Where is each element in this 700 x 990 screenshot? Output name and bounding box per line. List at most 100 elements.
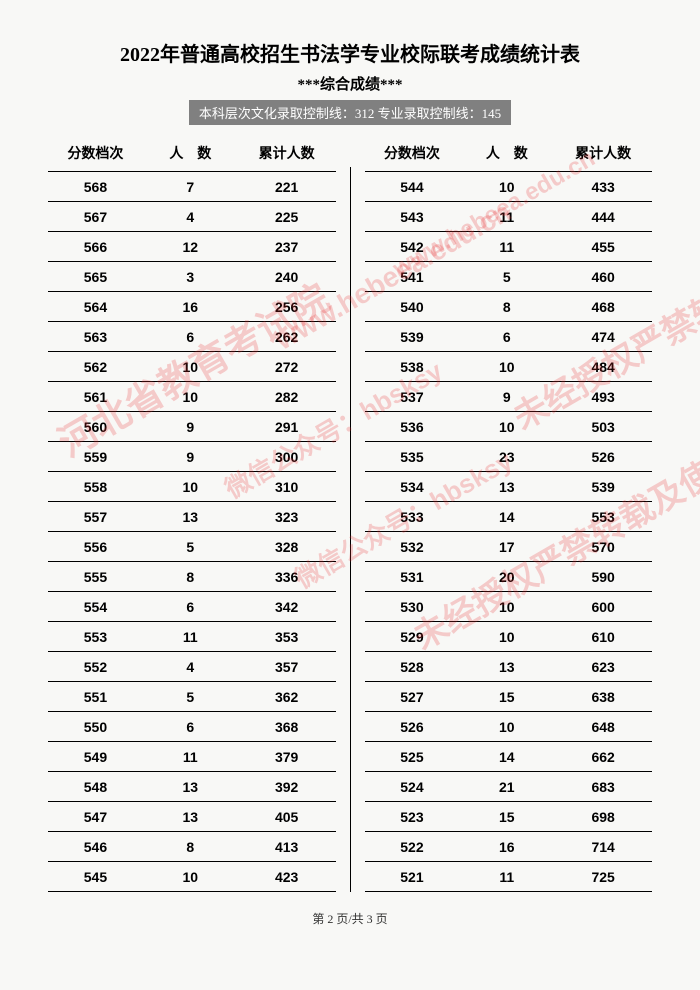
header-count: 人 数: [459, 137, 554, 172]
cell-count: 16: [143, 292, 238, 322]
cell-score: 525: [365, 742, 460, 772]
header-cumulative: 累计人数: [238, 137, 336, 172]
cell-score: 542: [365, 232, 460, 262]
page-footer: 第 2 页/共 3 页: [48, 910, 652, 927]
cell-score: 523: [365, 802, 460, 832]
cell-cum: 262: [238, 322, 336, 352]
table-row: 56210272: [48, 352, 336, 382]
cell-score: 564: [48, 292, 143, 322]
cell-count: 13: [459, 652, 554, 682]
cell-cum: 610: [554, 622, 652, 652]
cell-cum: 698: [554, 802, 652, 832]
cell-count: 20: [459, 562, 554, 592]
table-row: 55311353: [48, 622, 336, 652]
cell-count: 14: [459, 502, 554, 532]
cell-score: 548: [48, 772, 143, 802]
cell-cum: 423: [238, 862, 336, 892]
table-row: 56416256: [48, 292, 336, 322]
cell-count: 15: [459, 682, 554, 712]
cell-count: 14: [459, 742, 554, 772]
cell-cum: 392: [238, 772, 336, 802]
cell-cum: 648: [554, 712, 652, 742]
cell-count: 10: [143, 862, 238, 892]
table-row: 5674225: [48, 202, 336, 232]
table-row: 5524357: [48, 652, 336, 682]
cell-score: 558: [48, 472, 143, 502]
page: 2022年普通高校招生书法学专业校际联考成绩统计表 ***综合成绩*** 本科层…: [0, 0, 700, 947]
cell-count: 23: [459, 442, 554, 472]
table-row: 53010600: [365, 592, 653, 622]
cell-cum: 282: [238, 382, 336, 412]
cell-score: 566: [48, 232, 143, 262]
cell-cum: 336: [238, 562, 336, 592]
table-row: 5546342: [48, 592, 336, 622]
table-row: 5415460: [365, 262, 653, 292]
table-row: 52813623: [365, 652, 653, 682]
cell-score: 539: [365, 322, 460, 352]
table-header-row: 分数档次 人 数 累计人数: [48, 137, 336, 172]
cell-count: 9: [143, 442, 238, 472]
cell-cum: 553: [554, 502, 652, 532]
cell-count: 10: [459, 172, 554, 202]
cell-cum: 225: [238, 202, 336, 232]
cell-count: 8: [459, 292, 554, 322]
cutoff-banner: 本科层次文化录取控制线：312 专业录取控制线：145: [189, 100, 511, 125]
cell-cum: 638: [554, 682, 652, 712]
cell-cum: 323: [238, 502, 336, 532]
cell-score: 546: [48, 832, 143, 862]
cell-count: 3: [143, 262, 238, 292]
cell-cum: 256: [238, 292, 336, 322]
cell-cum: 413: [238, 832, 336, 862]
cell-count: 11: [459, 862, 554, 892]
cell-cum: 342: [238, 592, 336, 622]
cell-count: 10: [459, 352, 554, 382]
cell-cum: 291: [238, 412, 336, 442]
cell-count: 21: [459, 772, 554, 802]
cell-cum: 600: [554, 592, 652, 622]
cell-cum: 272: [238, 352, 336, 382]
cell-score: 529: [365, 622, 460, 652]
cell-count: 16: [459, 832, 554, 862]
cell-cum: 725: [554, 862, 652, 892]
cell-count: 6: [459, 322, 554, 352]
cell-cum: 590: [554, 562, 652, 592]
cell-score: 524: [365, 772, 460, 802]
cell-cum: 300: [238, 442, 336, 472]
right-column: 分数档次 人 数 累计人数 54410433543114445421145554…: [365, 137, 653, 892]
cell-cum: 328: [238, 532, 336, 562]
table-row: 52315698: [365, 802, 653, 832]
table-row: 5379493: [365, 382, 653, 412]
cell-count: 6: [143, 322, 238, 352]
cell-count: 5: [459, 262, 554, 292]
cell-cum: 221: [238, 172, 336, 202]
table-row: 55713323: [48, 502, 336, 532]
cell-score: 527: [365, 682, 460, 712]
table-row: 54813392: [48, 772, 336, 802]
score-table-left: 分数档次 人 数 累计人数 56872215674225566122375653…: [48, 137, 336, 892]
cell-score: 535: [365, 442, 460, 472]
table-row: 52610648: [365, 712, 653, 742]
score-table-right: 分数档次 人 数 累计人数 54410433543114445421145554…: [365, 137, 653, 892]
cell-cum: 362: [238, 682, 336, 712]
cell-score: 557: [48, 502, 143, 532]
cell-score: 534: [365, 472, 460, 502]
header-count: 人 数: [143, 137, 238, 172]
cell-score: 559: [48, 442, 143, 472]
cell-score: 526: [365, 712, 460, 742]
cell-cum: 310: [238, 472, 336, 502]
cell-count: 11: [143, 622, 238, 652]
cell-count: 10: [459, 592, 554, 622]
left-column: 分数档次 人 数 累计人数 56872215674225566122375653…: [48, 137, 336, 892]
cell-cum: 623: [554, 652, 652, 682]
cell-score: 540: [365, 292, 460, 322]
cell-score: 532: [365, 532, 460, 562]
cell-cum: 460: [554, 262, 652, 292]
cell-count: 10: [459, 622, 554, 652]
cell-cum: 493: [554, 382, 652, 412]
cell-score: 528: [365, 652, 460, 682]
table-row: 52216714: [365, 832, 653, 862]
cell-score: 543: [365, 202, 460, 232]
cell-cum: 237: [238, 232, 336, 262]
table-row: 53314553: [365, 502, 653, 532]
cell-score: 545: [48, 862, 143, 892]
